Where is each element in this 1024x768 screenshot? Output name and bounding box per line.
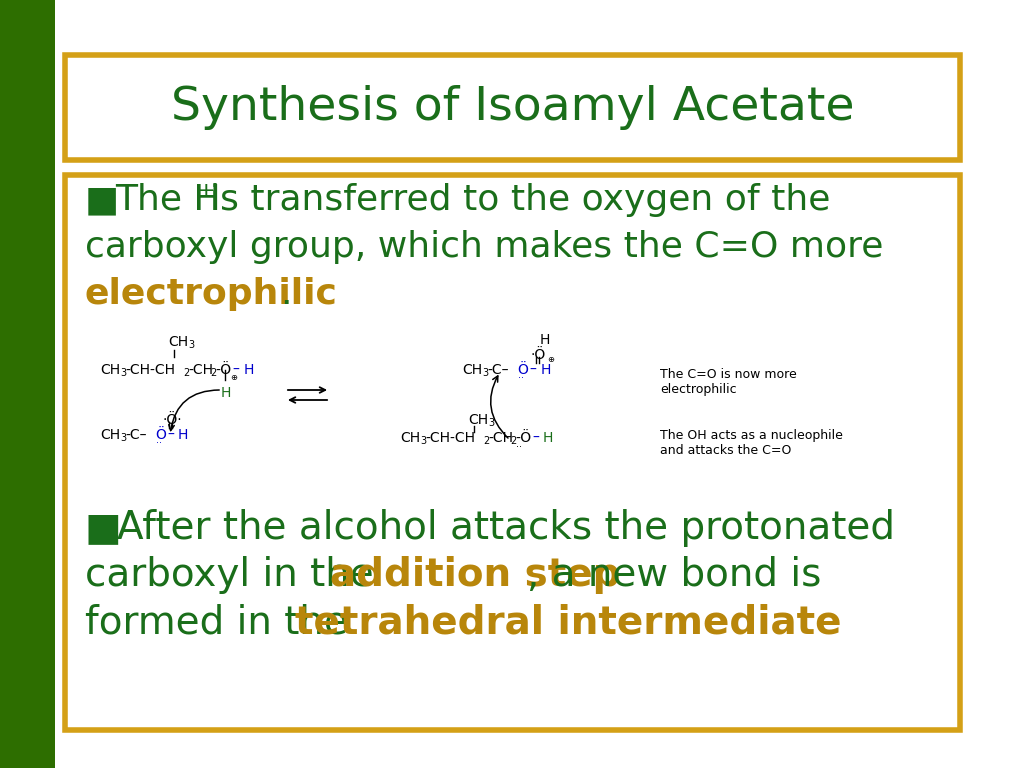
Text: Ö: Ö <box>155 428 166 442</box>
Text: is transferred to the oxygen of the: is transferred to the oxygen of the <box>210 183 830 217</box>
Text: ⊕: ⊕ <box>547 356 554 365</box>
Text: The H: The H <box>115 183 220 217</box>
Text: H: H <box>178 428 188 442</box>
Text: ■: ■ <box>85 183 119 217</box>
Text: CH: CH <box>400 431 420 445</box>
Text: 2: 2 <box>210 368 216 378</box>
Text: 3: 3 <box>420 436 426 446</box>
Text: H: H <box>543 431 553 445</box>
Text: 3: 3 <box>188 340 195 350</box>
Text: ··: ·· <box>516 442 522 452</box>
Text: CH: CH <box>100 363 120 377</box>
Text: -C–: -C– <box>487 363 509 377</box>
Bar <box>65 175 961 730</box>
Text: formed in the: formed in the <box>85 603 360 641</box>
Text: After the alcohol attacks the protonated: After the alcohol attacks the protonated <box>117 509 895 547</box>
Text: addition step: addition step <box>330 556 621 594</box>
Text: .: . <box>280 277 292 311</box>
Text: The OH acts as a nucleophile: The OH acts as a nucleophile <box>660 429 843 442</box>
Text: H: H <box>244 363 254 377</box>
Text: H: H <box>221 386 231 400</box>
Text: CH: CH <box>468 413 488 427</box>
Bar <box>65 55 961 160</box>
Text: +: + <box>197 181 216 201</box>
Text: electrophilic: electrophilic <box>660 383 736 396</box>
Text: -Ö: -Ö <box>515 431 531 445</box>
Text: -CH-CH: -CH-CH <box>425 431 475 445</box>
Text: -CH: -CH <box>488 431 513 445</box>
Text: ■: ■ <box>85 509 122 547</box>
Text: H: H <box>541 363 551 377</box>
Text: 2: 2 <box>183 368 189 378</box>
Text: H: H <box>540 333 550 347</box>
Text: CH: CH <box>168 335 188 349</box>
Text: 3: 3 <box>120 368 126 378</box>
Text: electrophilic: electrophilic <box>85 277 338 311</box>
Text: -Ö: -Ö <box>215 363 231 377</box>
Text: ··: ·· <box>518 373 524 383</box>
Text: ·Ö·: ·Ö· <box>163 413 182 427</box>
Text: -CH-CH: -CH-CH <box>125 363 175 377</box>
Text: , a new bond is: , a new bond is <box>527 556 821 594</box>
Text: -CH: -CH <box>188 363 213 377</box>
Text: Ö: Ö <box>517 363 528 377</box>
Text: carboxyl in the: carboxyl in the <box>85 556 386 594</box>
Text: –: – <box>167 428 174 442</box>
Bar <box>0 0 55 768</box>
Text: -C–: -C– <box>125 428 146 442</box>
Text: CH: CH <box>462 363 482 377</box>
Text: ··: ·· <box>156 438 162 448</box>
Text: 3: 3 <box>482 368 488 378</box>
Text: CH: CH <box>100 428 120 442</box>
Text: ⊕: ⊕ <box>230 373 237 382</box>
Text: 3: 3 <box>488 418 495 428</box>
Text: –: – <box>232 363 239 377</box>
Text: 2: 2 <box>483 436 489 446</box>
Text: and attacks the C=O: and attacks the C=O <box>660 443 792 456</box>
Text: The C=O is now more: The C=O is now more <box>660 369 797 382</box>
Text: 2: 2 <box>510 436 516 446</box>
Text: 3: 3 <box>120 433 126 443</box>
Text: –: – <box>532 431 539 445</box>
Text: tetrahedral intermediate: tetrahedral intermediate <box>295 603 842 641</box>
Text: ·Ö: ·Ö <box>530 348 545 362</box>
Text: carboxyl group, which makes the C=O more: carboxyl group, which makes the C=O more <box>85 230 884 264</box>
Text: –: – <box>529 363 536 377</box>
Text: Synthesis of Isoamyl Acetate: Synthesis of Isoamyl Acetate <box>171 85 854 130</box>
